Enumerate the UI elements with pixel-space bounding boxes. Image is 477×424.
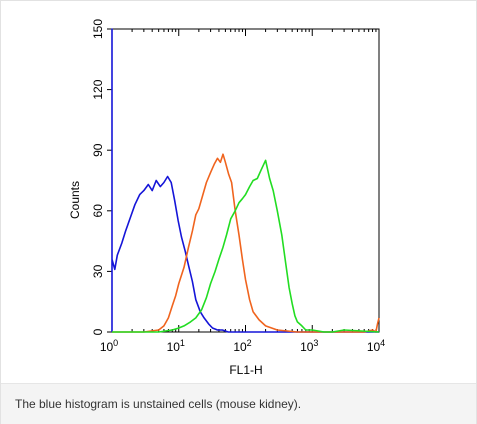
x-tick-label: 102 [233,338,251,354]
x-tick-label: 104 [367,338,385,354]
x-tick-exponent: 3 [313,338,318,348]
x-tick-exponent: 0 [113,338,118,348]
figure-caption: The blue histogram is unstained cells (m… [15,397,302,411]
histogram-series-3 [112,159,380,333]
flow-cytometry-histogram: Counts FL1-H 100 101 102 103 104030609012015… [68,19,385,377]
y-tick-label: 120 [91,79,105,99]
caption-bar: The blue histogram is unstained cells (m… [1,383,476,424]
x-tick-exponent: 4 [380,338,385,348]
x-axis-title: FL1-H [229,363,262,377]
x-tick-label: 100 [100,338,118,354]
histogram-series-2 [112,153,380,333]
x-tick-label: 101 [167,338,185,354]
x-tick-exponent: 1 [180,338,185,348]
x-tick-exponent: 2 [247,338,252,348]
y-tick-label: 30 [91,264,105,278]
y-tick-label: 90 [91,143,105,157]
y-tick-label: 60 [91,204,105,218]
histogram-plot: Counts FL1-H 100 101 102 103 104 0 30 60 90 120 15… [65,9,389,381]
histogram-series-1 [111,28,379,333]
y-tick-label: 0 [91,328,105,335]
x-tick-label: 103 [300,338,318,354]
y-tick-label: 150 [91,19,105,39]
y-axis-title: Counts [68,181,82,219]
plot-frame [111,28,380,333]
